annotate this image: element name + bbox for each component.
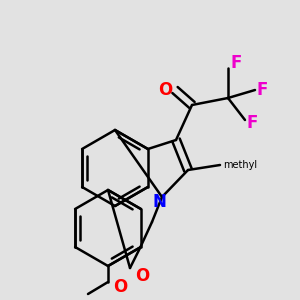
Text: O: O: [113, 278, 127, 296]
Text: F: F: [230, 54, 242, 72]
Text: F: F: [247, 114, 258, 132]
Text: N: N: [152, 193, 166, 211]
Text: O: O: [158, 81, 172, 99]
Text: methyl: methyl: [223, 160, 257, 170]
Text: F: F: [257, 81, 269, 99]
Text: O: O: [135, 267, 149, 285]
